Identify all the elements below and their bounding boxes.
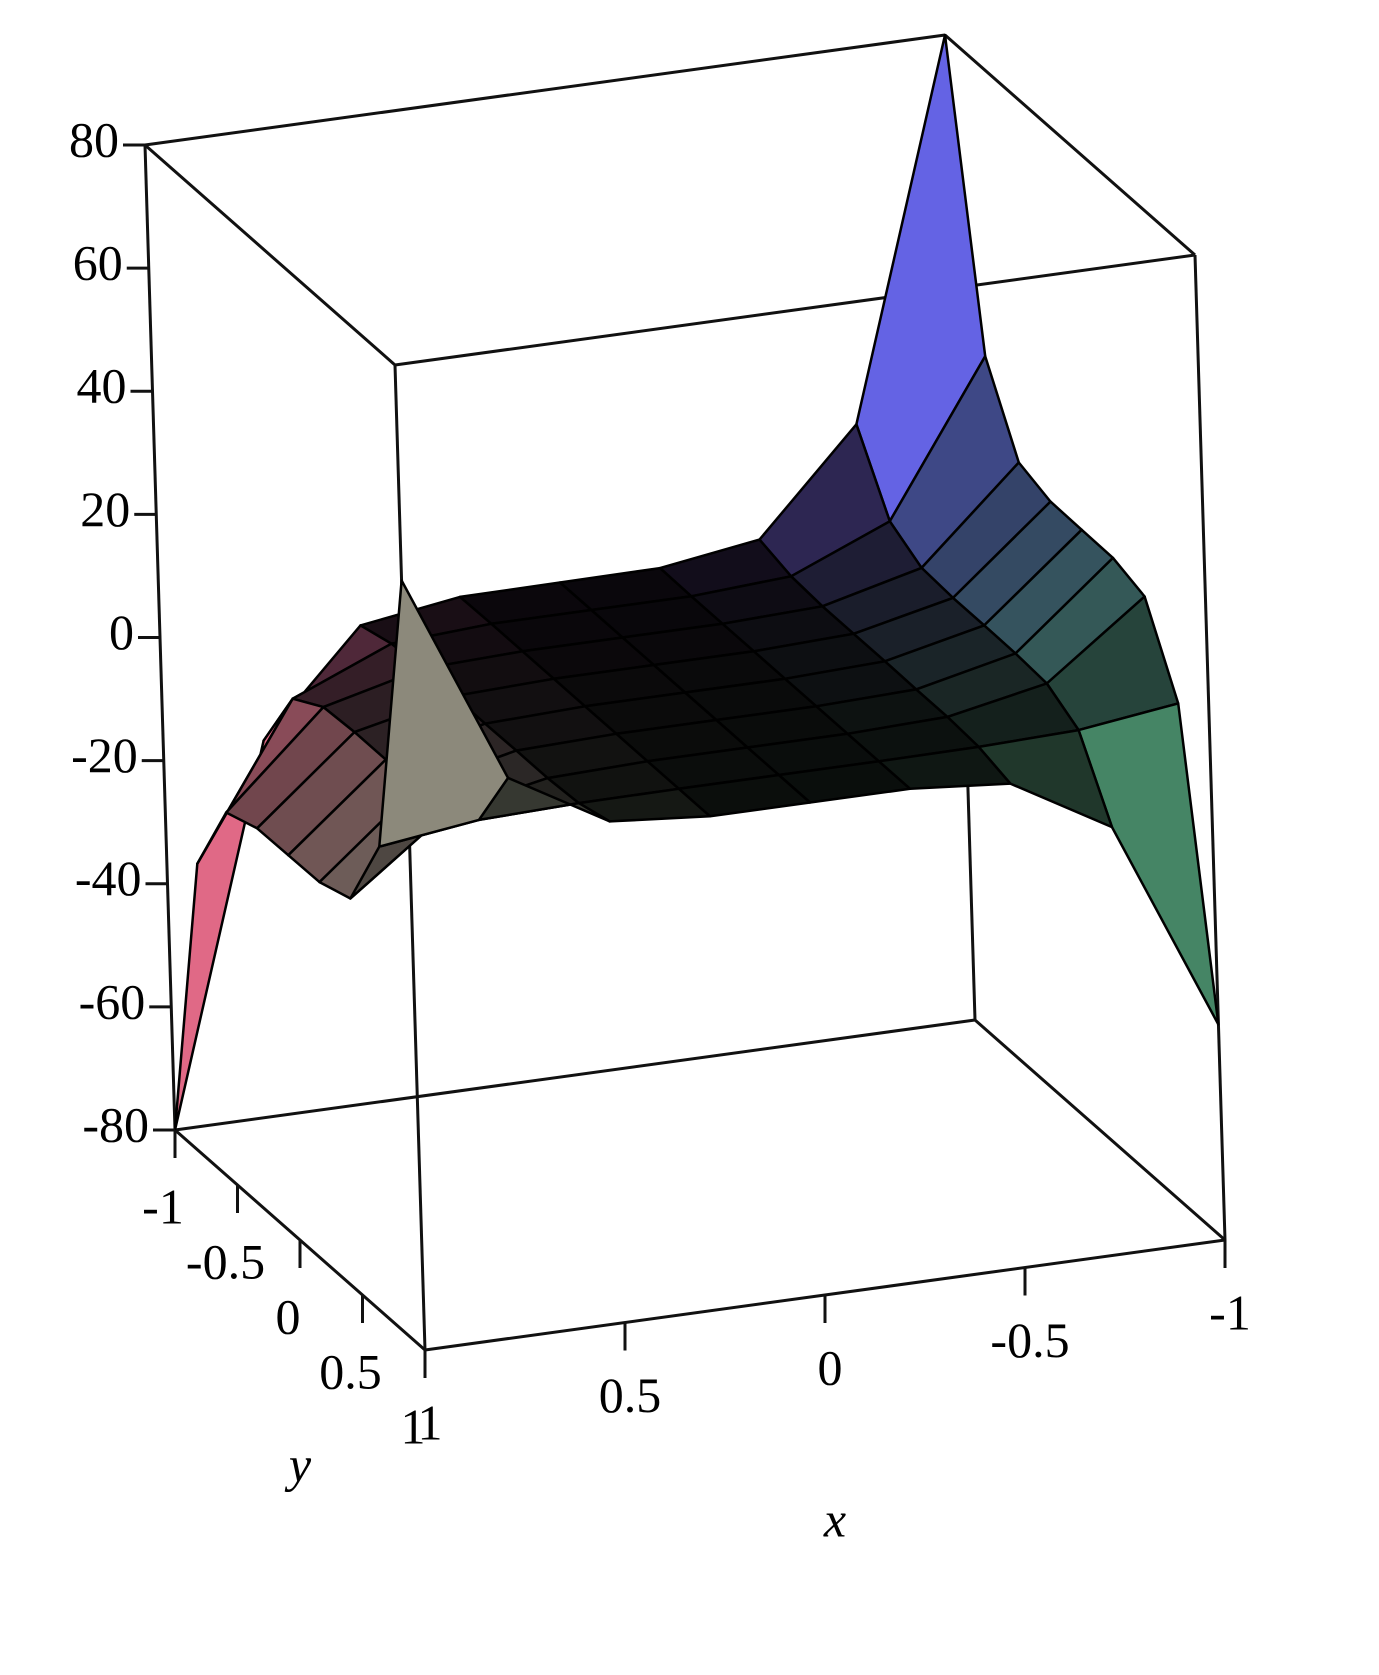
box-edge — [144, 143, 396, 367]
z-tick-label: -60 — [79, 973, 146, 1029]
x-tick-label: 0 — [818, 1339, 843, 1395]
box-edge — [174, 1018, 976, 1132]
z-tick-label: 40 — [77, 358, 127, 414]
x-axis-label: x — [823, 1491, 846, 1547]
box-edge — [944, 33, 1196, 257]
x-tick-label: -1 — [1209, 1284, 1251, 1340]
y-tick-label: 0.5 — [319, 1343, 382, 1399]
y-axis-label: y — [284, 1436, 312, 1492]
y-tick-label: -1 — [142, 1178, 184, 1234]
z-tick-label: 60 — [73, 235, 123, 291]
y-tick-label: 0 — [276, 1288, 301, 1344]
box-edge — [393, 364, 427, 1351]
box-edge — [1193, 254, 1227, 1241]
x-tick-label: 1 — [418, 1394, 443, 1450]
box-edge — [974, 1018, 1226, 1242]
x-tick-label: -0.5 — [990, 1312, 1069, 1368]
z-tick-label: -20 — [71, 727, 138, 783]
z-tick-label: 0 — [109, 604, 134, 660]
y-tick-label: 1 — [401, 1398, 426, 1454]
z-tick-label: 80 — [69, 111, 119, 167]
z-tick-label: 20 — [80, 481, 130, 537]
surface-patch — [1077, 702, 1220, 1026]
box-edge — [144, 33, 946, 147]
box-edge — [394, 253, 1196, 367]
y-tick-label: -0.5 — [186, 1233, 265, 1289]
surface-patch — [378, 579, 510, 848]
x-tick-label: 0.5 — [599, 1367, 662, 1423]
z-tick-label: -80 — [82, 1096, 149, 1152]
z-tick-label: -40 — [75, 850, 142, 906]
